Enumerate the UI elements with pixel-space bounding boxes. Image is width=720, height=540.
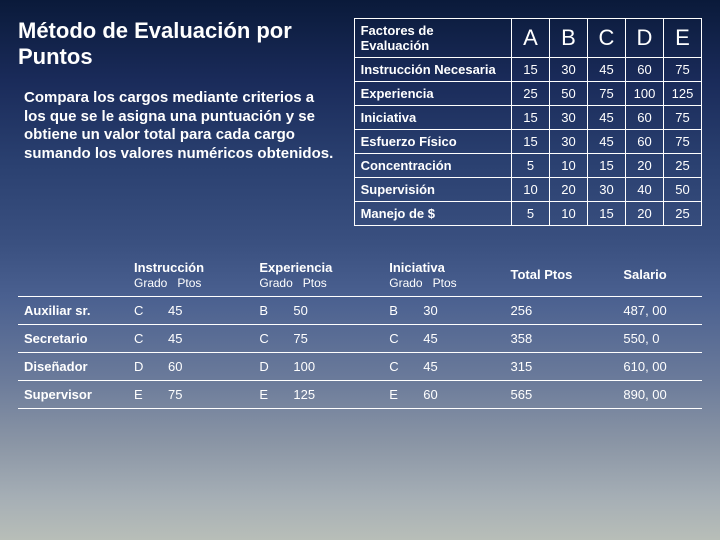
- grade-points-cell: E60: [383, 380, 504, 408]
- grade-points-cell: E75: [128, 380, 253, 408]
- factors-row: Iniciativa1530456075: [354, 106, 701, 130]
- factor-value: 125: [664, 82, 702, 106]
- factor-value: 5: [512, 154, 550, 178]
- factor-value: 25: [664, 154, 702, 178]
- jobs-row: SecretarioC45C75C45358550, 0: [18, 324, 702, 352]
- factor-value: 10: [550, 154, 588, 178]
- factor-name: Concentración: [354, 154, 511, 178]
- factor-value: 20: [550, 178, 588, 202]
- grade-points-cell: C45: [128, 324, 253, 352]
- factor-value: 10: [550, 202, 588, 226]
- grade-col-a: A: [512, 19, 550, 58]
- factor-value: 10: [512, 178, 550, 202]
- factor-value: 15: [512, 130, 550, 154]
- jobs-header-blank: [18, 254, 128, 296]
- factor-value: 40: [626, 178, 664, 202]
- grade-col-e: E: [664, 19, 702, 58]
- factor-value: 75: [664, 58, 702, 82]
- factor-value: 60: [626, 106, 664, 130]
- jobs-table: Instrucción Grado Ptos Experiencia Grado…: [18, 254, 702, 409]
- factor-value: 25: [664, 202, 702, 226]
- grade-points-cell: D60: [128, 352, 253, 380]
- factor-name: Iniciativa: [354, 106, 511, 130]
- factor-value: 75: [664, 130, 702, 154]
- factors-header-label: Factores de Evaluación: [354, 19, 511, 58]
- grade-points-cell: B30: [383, 296, 504, 324]
- factor-name: Esfuerzo Físico: [354, 130, 511, 154]
- factor-value: 15: [512, 106, 550, 130]
- jobs-row: SupervisorE75E125E60565890, 00: [18, 380, 702, 408]
- total-points: 565: [505, 380, 618, 408]
- salary: 610, 00: [617, 352, 702, 380]
- factor-value: 60: [626, 58, 664, 82]
- factor-value: 75: [664, 106, 702, 130]
- page-title: Método de Evaluación por Puntos: [18, 18, 340, 71]
- jobs-row: Auxiliar sr.C45B50B30256487, 00: [18, 296, 702, 324]
- factor-value: 25: [512, 82, 550, 106]
- factors-row: Manejo de $510152025: [354, 202, 701, 226]
- total-points: 358: [505, 324, 618, 352]
- salary: 487, 00: [617, 296, 702, 324]
- grade-col-d: D: [626, 19, 664, 58]
- description-text: Compara los cargos mediante criterios a …: [18, 89, 340, 164]
- factor-value: 75: [588, 82, 626, 106]
- jobs-header-instruccion: Instrucción Grado Ptos: [128, 254, 253, 296]
- factor-value: 15: [588, 154, 626, 178]
- factors-table: Factores de Evaluación A B C D E Instruc…: [354, 18, 702, 226]
- factor-value: 45: [588, 130, 626, 154]
- factor-name: Manejo de $: [354, 202, 511, 226]
- jobs-header-total: Total Ptos: [505, 254, 618, 296]
- factor-name: Supervisión: [354, 178, 511, 202]
- factor-value: 50: [550, 82, 588, 106]
- job-name: Auxiliar sr.: [18, 296, 128, 324]
- total-points: 256: [505, 296, 618, 324]
- factor-value: 30: [550, 58, 588, 82]
- factor-value: 50: [664, 178, 702, 202]
- grade-points-cell: C45: [383, 352, 504, 380]
- factor-value: 30: [550, 106, 588, 130]
- salary: 550, 0: [617, 324, 702, 352]
- grade-col-c: C: [588, 19, 626, 58]
- grade-col-b: B: [550, 19, 588, 58]
- factor-value: 20: [626, 154, 664, 178]
- factor-value: 30: [550, 130, 588, 154]
- jobs-header-salario: Salario: [617, 254, 702, 296]
- jobs-header-experiencia: Experiencia Grado Ptos: [253, 254, 383, 296]
- grade-points-cell: C45: [383, 324, 504, 352]
- job-name: Supervisor: [18, 380, 128, 408]
- factors-row: Esfuerzo Físico1530456075: [354, 130, 701, 154]
- factors-row: Concentración510152025: [354, 154, 701, 178]
- factor-value: 15: [512, 58, 550, 82]
- grade-points-cell: D100: [253, 352, 383, 380]
- job-name: Diseñador: [18, 352, 128, 380]
- grade-points-cell: E125: [253, 380, 383, 408]
- factor-value: 20: [626, 202, 664, 226]
- factors-row: Supervisión1020304050: [354, 178, 701, 202]
- factor-value: 100: [626, 82, 664, 106]
- factor-value: 30: [588, 178, 626, 202]
- grade-points-cell: B50: [253, 296, 383, 324]
- factor-name: Experiencia: [354, 82, 511, 106]
- grade-points-cell: C45: [128, 296, 253, 324]
- jobs-header-iniciativa: Iniciativa Grado Ptos: [383, 254, 504, 296]
- grade-points-cell: C75: [253, 324, 383, 352]
- factor-value: 15: [588, 202, 626, 226]
- factor-name: Instrucción Necesaria: [354, 58, 511, 82]
- jobs-row: DiseñadorD60D100C45315610, 00: [18, 352, 702, 380]
- factor-value: 5: [512, 202, 550, 226]
- factors-row: Experiencia255075100125: [354, 82, 701, 106]
- factor-value: 45: [588, 106, 626, 130]
- total-points: 315: [505, 352, 618, 380]
- factors-row: Instrucción Necesaria1530456075: [354, 58, 701, 82]
- factor-value: 45: [588, 58, 626, 82]
- job-name: Secretario: [18, 324, 128, 352]
- factor-value: 60: [626, 130, 664, 154]
- salary: 890, 00: [617, 380, 702, 408]
